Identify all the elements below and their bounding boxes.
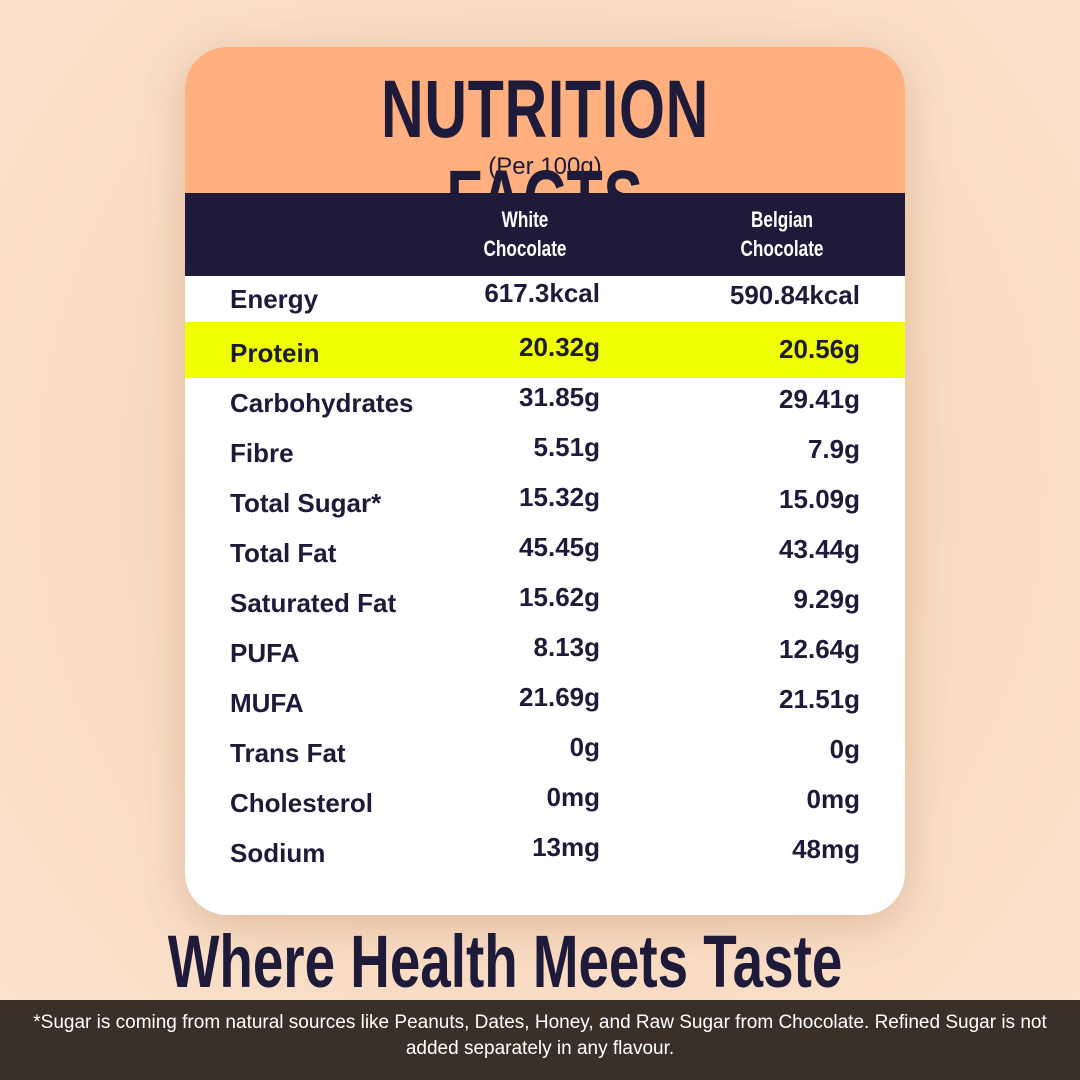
row-label: Carbohydrates (230, 388, 414, 418)
white-value: 13mg (532, 832, 600, 862)
white-value: 8.13g (533, 632, 601, 662)
row-label: MUFA (230, 688, 304, 718)
white-value: 617.3kcal (484, 278, 600, 308)
belgian-value: 20.56g (779, 334, 860, 364)
column-header: Belgian Chocolate (740, 207, 824, 261)
row-label: PUFA (230, 638, 300, 668)
row-label: Sodium (230, 838, 326, 868)
belgian-value: 0g (829, 734, 860, 764)
white-value: 0g (569, 732, 600, 762)
table-row (185, 322, 905, 378)
subtitle: (Per 100g) (488, 153, 602, 180)
belgian-value: 21.51g (779, 684, 860, 714)
row-label: Cholesterol (230, 788, 374, 818)
column-header-band (185, 193, 905, 276)
belgian-value: 12.64g (779, 634, 860, 664)
belgian-value: 7.9g (807, 434, 860, 464)
row-label: Fibre (230, 438, 294, 468)
column-header: White Chocolate (483, 207, 567, 261)
row-label: Total Fat (230, 538, 337, 568)
white-value: 0mg (546, 782, 600, 812)
card-header (185, 47, 905, 193)
white-value: 45.45g (519, 532, 600, 562)
belgian-value: 15.09g (779, 484, 860, 514)
row-label: Protein (230, 338, 320, 368)
row-label: Total Sugar* (230, 488, 382, 518)
white-value: 15.62g (519, 582, 600, 612)
white-value: 31.85g (519, 382, 600, 412)
belgian-value: 590.84kcal (729, 280, 860, 310)
white-value: 20.32g (519, 332, 600, 362)
white-value: 21.69g (519, 682, 600, 712)
belgian-value: 9.29g (793, 584, 861, 614)
footer-band: *Sugar is coming from natural sources li… (0, 1000, 1080, 1080)
white-value: 5.51g (533, 432, 601, 462)
belgian-value: 48mg (792, 834, 860, 864)
white-value: 15.32g (519, 482, 600, 512)
tagline: Where Health Meets Taste (167, 920, 843, 1003)
row-label: Energy (230, 284, 319, 314)
row-label: Saturated Fat (230, 588, 397, 618)
belgian-value: 29.41g (779, 384, 860, 414)
belgian-value: 43.44g (779, 534, 860, 564)
row-label: Trans Fat (230, 738, 346, 768)
nutrition-card: NUTRITION FACTS (Per 100g) White Chocola… (185, 47, 905, 915)
footnote: *Sugar is coming from natural sources li… (33, 1012, 1047, 1059)
belgian-value: 0mg (806, 784, 860, 814)
